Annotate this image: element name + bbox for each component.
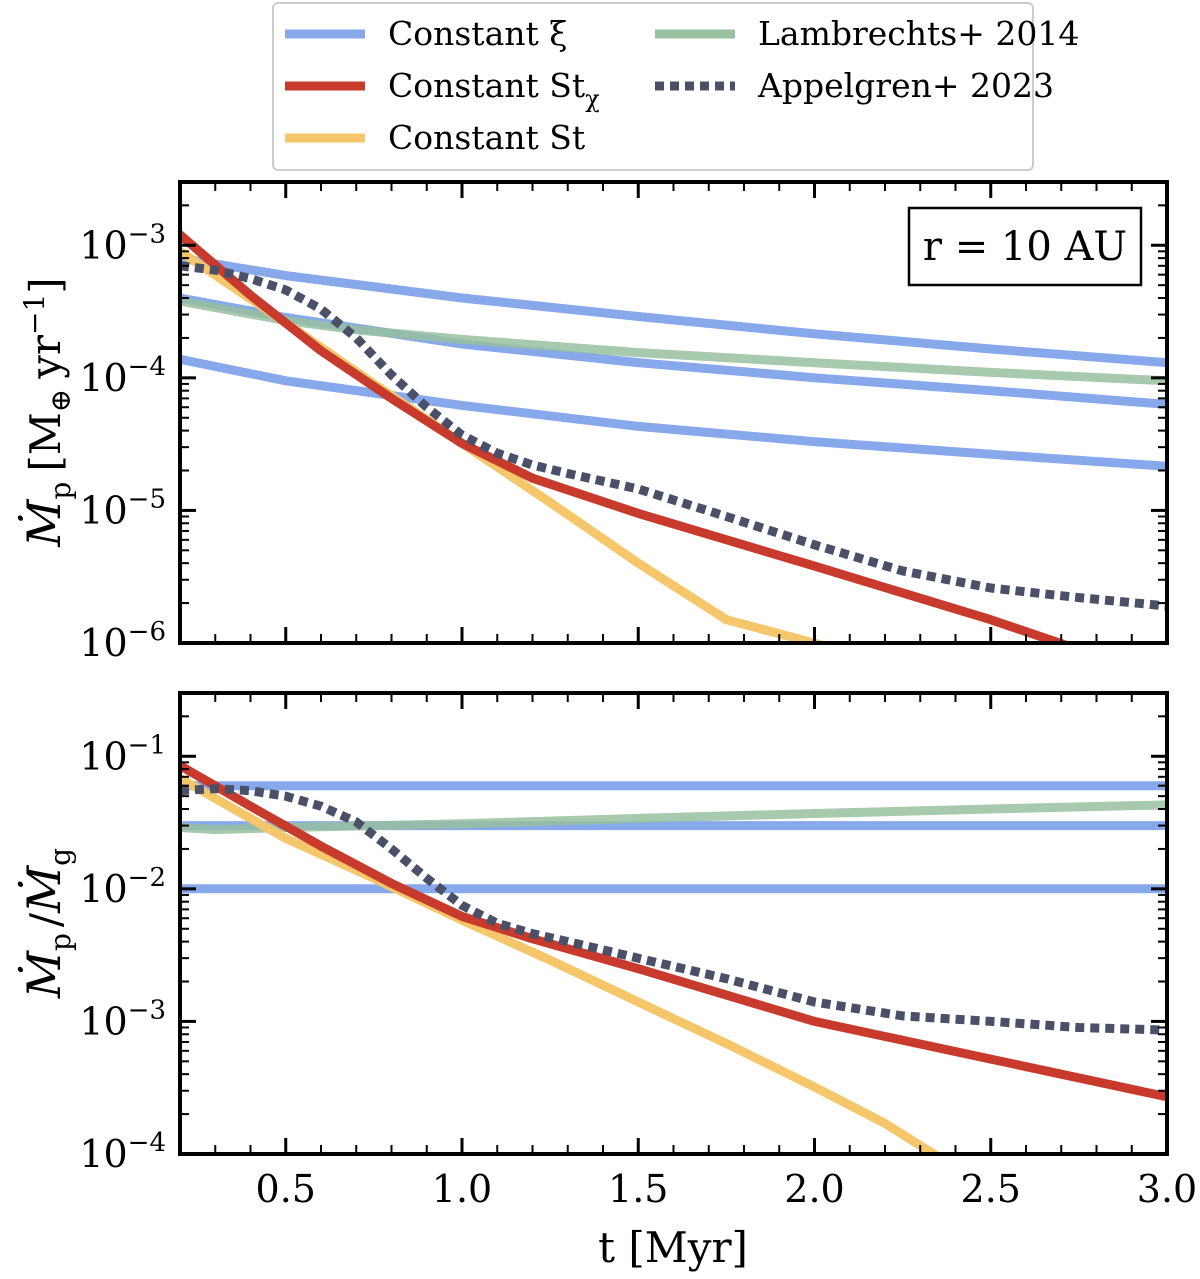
top-series-constant-xi-0 <box>180 253 1167 368</box>
top-ylabel-main: Ṁ <box>16 498 71 548</box>
legend-frame <box>272 2 1034 171</box>
legend: Constant ξ Constant Stχ Constant St Lamb… <box>272 2 1079 171</box>
bottom-series-appelgren-6 <box>180 784 1167 1035</box>
annotation-frame <box>907 206 1143 287</box>
legend-label-constant-xi: Constant ξ <box>388 14 567 53</box>
bottom-y-tick-label: 10−1 <box>79 730 166 778</box>
x-tick-label: 3.0 <box>1137 1167 1197 1211</box>
top-y-tick-label: 10−6 <box>79 617 166 665</box>
x-axis-label: t [Myr] <box>598 1223 748 1272</box>
top-panel: 10−6 10−5 10−4 10−3 r = 10 AU Ṁp [M⊕ yr−1] <box>16 180 1169 665</box>
top-series-constant-xi-2 <box>180 354 1167 471</box>
legend-label-constant-st: Constant St <box>388 118 585 157</box>
top-y-tick-label: 10−4 <box>79 352 166 400</box>
legend-label-constant-st-chi-main: Constant St <box>388 66 585 105</box>
bottom-axes-frame <box>178 691 1169 1156</box>
bottom-series-constant-st-4 <box>180 774 942 1154</box>
annotation-box: r = 10 AU <box>907 206 1143 287</box>
top-y-tick-label: 10−3 <box>79 219 166 267</box>
x-tick-label: 1.5 <box>608 1167 668 1211</box>
x-tick-label: 0.5 <box>256 1167 316 1211</box>
bottom-ticks-group: 10−4 10−3 10−2 10−1 0.5 1.0 1.5 2.0 2.5 3.0 <box>79 693 1197 1211</box>
top-y-axis-label: Ṁp [M⊕ yr−1] <box>16 277 77 547</box>
top-ticks-group: 10−6 10−5 10−4 10−3 <box>79 182 1169 665</box>
top-ylabel-units-close: ] <box>21 277 70 293</box>
top-y-tick-label: 10−5 <box>79 484 166 532</box>
top-axes-frame <box>178 180 1169 645</box>
top-series-group <box>180 230 1167 643</box>
bottom-y-tick-label: 10−2 <box>79 863 166 911</box>
x-tick-label: 2.0 <box>784 1167 844 1211</box>
bottom-y-tick-label: 10−4 <box>79 1128 166 1176</box>
annotation-text: r = 10 AU <box>923 224 1127 270</box>
top-ylabel-units-rest: yr <box>21 334 70 380</box>
bottom-panel: 10−410−310−210−10.5 1.0 1.5 2.0 2.5 3.0 Ṁp/Ṁg… <box>16 691 1197 1272</box>
bottom-ylabel-num-sub: p <box>44 933 77 951</box>
bottom-y-axis-label: Ṁp/Ṁg <box>16 848 77 999</box>
legend-label-constant-st-chi: Constant Stχ <box>388 66 600 113</box>
top-series-appelgren-6 <box>180 261 1167 611</box>
bottom-ylabel-den-sub: g <box>44 848 77 866</box>
x-tick-label: 1.0 <box>432 1167 492 1211</box>
bottom-ylabel-sep: / <box>21 912 70 927</box>
bottom-ylabel-num: Ṁ <box>16 949 71 999</box>
bottom-series-group <box>180 761 1167 1154</box>
bottom-series-lambrechts-3 <box>180 800 1167 835</box>
top-ylabel-sub: p <box>44 482 77 500</box>
top-series-lambrechts-3 <box>180 296 1167 386</box>
top-ylabel-units-sup: −1 <box>18 294 51 335</box>
legend-label-lambrechts: Lambrechts+ 2014 <box>758 14 1079 53</box>
bottom-series-constant-st-chi-5 <box>180 761 1167 1102</box>
top-series-constant-st-chi-5 <box>180 230 1072 643</box>
top-ylabel-units-sub: ⊕ <box>44 389 77 412</box>
bottom-y-tick-label: 10−3 <box>79 995 166 1043</box>
legend-label-appelgren: Appelgren+ 2023 <box>757 66 1054 105</box>
x-tick-label: 2.5 <box>961 1167 1021 1211</box>
top-ylabel-units: [M <box>21 412 70 471</box>
legend-label-constant-st-chi-sub: χ <box>585 85 600 113</box>
bottom-ylabel-den: Ṁ <box>16 864 71 914</box>
